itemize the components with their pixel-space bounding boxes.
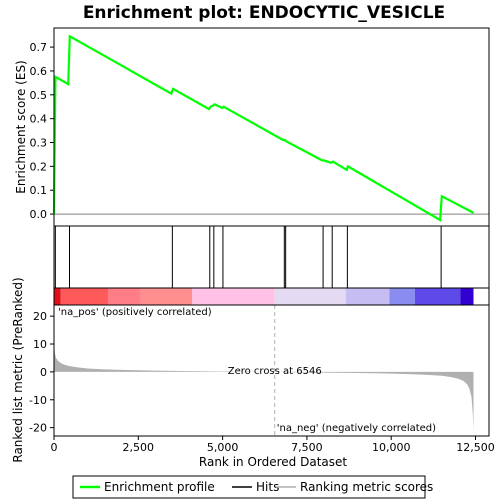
es-y-tick-label: 0.1 [30, 184, 48, 197]
ranking-heat-bar [53, 287, 490, 306]
x-tick-label: 5,000 [207, 441, 239, 454]
es-y-tick-label: 0.6 [30, 65, 48, 78]
heat-bar-segment [389, 288, 415, 305]
es-y-tick-label: 0.3 [30, 137, 48, 150]
legend-enrichment-label: Enrichment profile [104, 480, 215, 494]
zero-cross-label: Zero cross at 6546 [228, 366, 322, 377]
es-y-tick-label: 0.4 [30, 113, 48, 126]
es-y-axis-label: Enrichment score (ES) [14, 60, 28, 193]
rank-y-tick-label: 20 [33, 310, 47, 323]
es-panel: 0.0 0.1 0.2 0.3 0.4 0.5 0.6 0.7 Enrichment scor… [14, 27, 490, 227]
es-y-tick-label: 0.7 [30, 41, 48, 54]
rank-y-tick-label: 10 [33, 338, 47, 351]
x-tick-label: 0 [51, 441, 58, 454]
x-axis-label: Rank in Ordered Dataset [199, 455, 347, 469]
heat-bar-segment [60, 288, 108, 305]
heat-bar-segments [54, 288, 474, 305]
heat-bar-segment [192, 288, 275, 305]
ranking-metric-area [54, 338, 474, 431]
heat-bar-segment [414, 288, 461, 305]
x-tick-label: 2,500 [123, 441, 155, 454]
legend-hits-label: Hits [256, 480, 279, 494]
heat-bar-segment [460, 288, 474, 305]
chart-title: Enrichment plot: ENDOCYTIC_VESICLE [83, 3, 445, 23]
rank-y-tick-label: -10 [29, 394, 47, 407]
x-tick-label: 10,000 [372, 441, 411, 454]
heat-bar-segment [345, 288, 390, 305]
heat-bar-segment [139, 288, 193, 305]
es-y-tick-label: 0.0 [30, 208, 48, 221]
rank-y-tick-label: -20 [29, 422, 47, 435]
es-y-tick-label: 0.5 [30, 89, 48, 102]
es-y-ticks: 0.0 0.1 0.2 0.3 0.4 0.5 0.6 0.7 [30, 41, 54, 221]
rank-y-tick-label: 0 [40, 366, 47, 379]
ranking-panel-frame [53, 304, 490, 437]
ranking-panel: -20 -10 0 10 20 'na_pos' (positively correla… [11, 277, 490, 463]
enrichment-profile-line [52, 34, 475, 222]
heat-bar-segment [107, 288, 140, 305]
heat-bar-segment [54, 288, 61, 305]
heat-bar-segment [274, 288, 346, 305]
legend-ranking-label: Ranking metric scores [300, 480, 433, 494]
x-axis-ticks: 0 2,500 5,000 7,500 10,000 12,500 [51, 436, 495, 454]
es-y-tick-label: 0.2 [30, 160, 48, 173]
rank-y-ticks: -20 -10 0 10 20 [29, 310, 54, 435]
pos-correlated-label: 'na_pos' (positively correlated) [58, 307, 212, 318]
hit-marks [54, 226, 442, 288]
ranking-y-axis-label: Ranked list metric (PreRanked) [11, 277, 25, 462]
x-tick-label: 12,500 [456, 441, 495, 454]
hits-panel-frame [53, 225, 490, 289]
x-tick-label: 7,500 [291, 441, 323, 454]
hits-panel [53, 225, 490, 289]
legend: Enrichment profile Hits Ranking metric s… [72, 475, 433, 499]
neg-correlated-label: 'na_neg' (negatively correlated) [277, 423, 436, 434]
